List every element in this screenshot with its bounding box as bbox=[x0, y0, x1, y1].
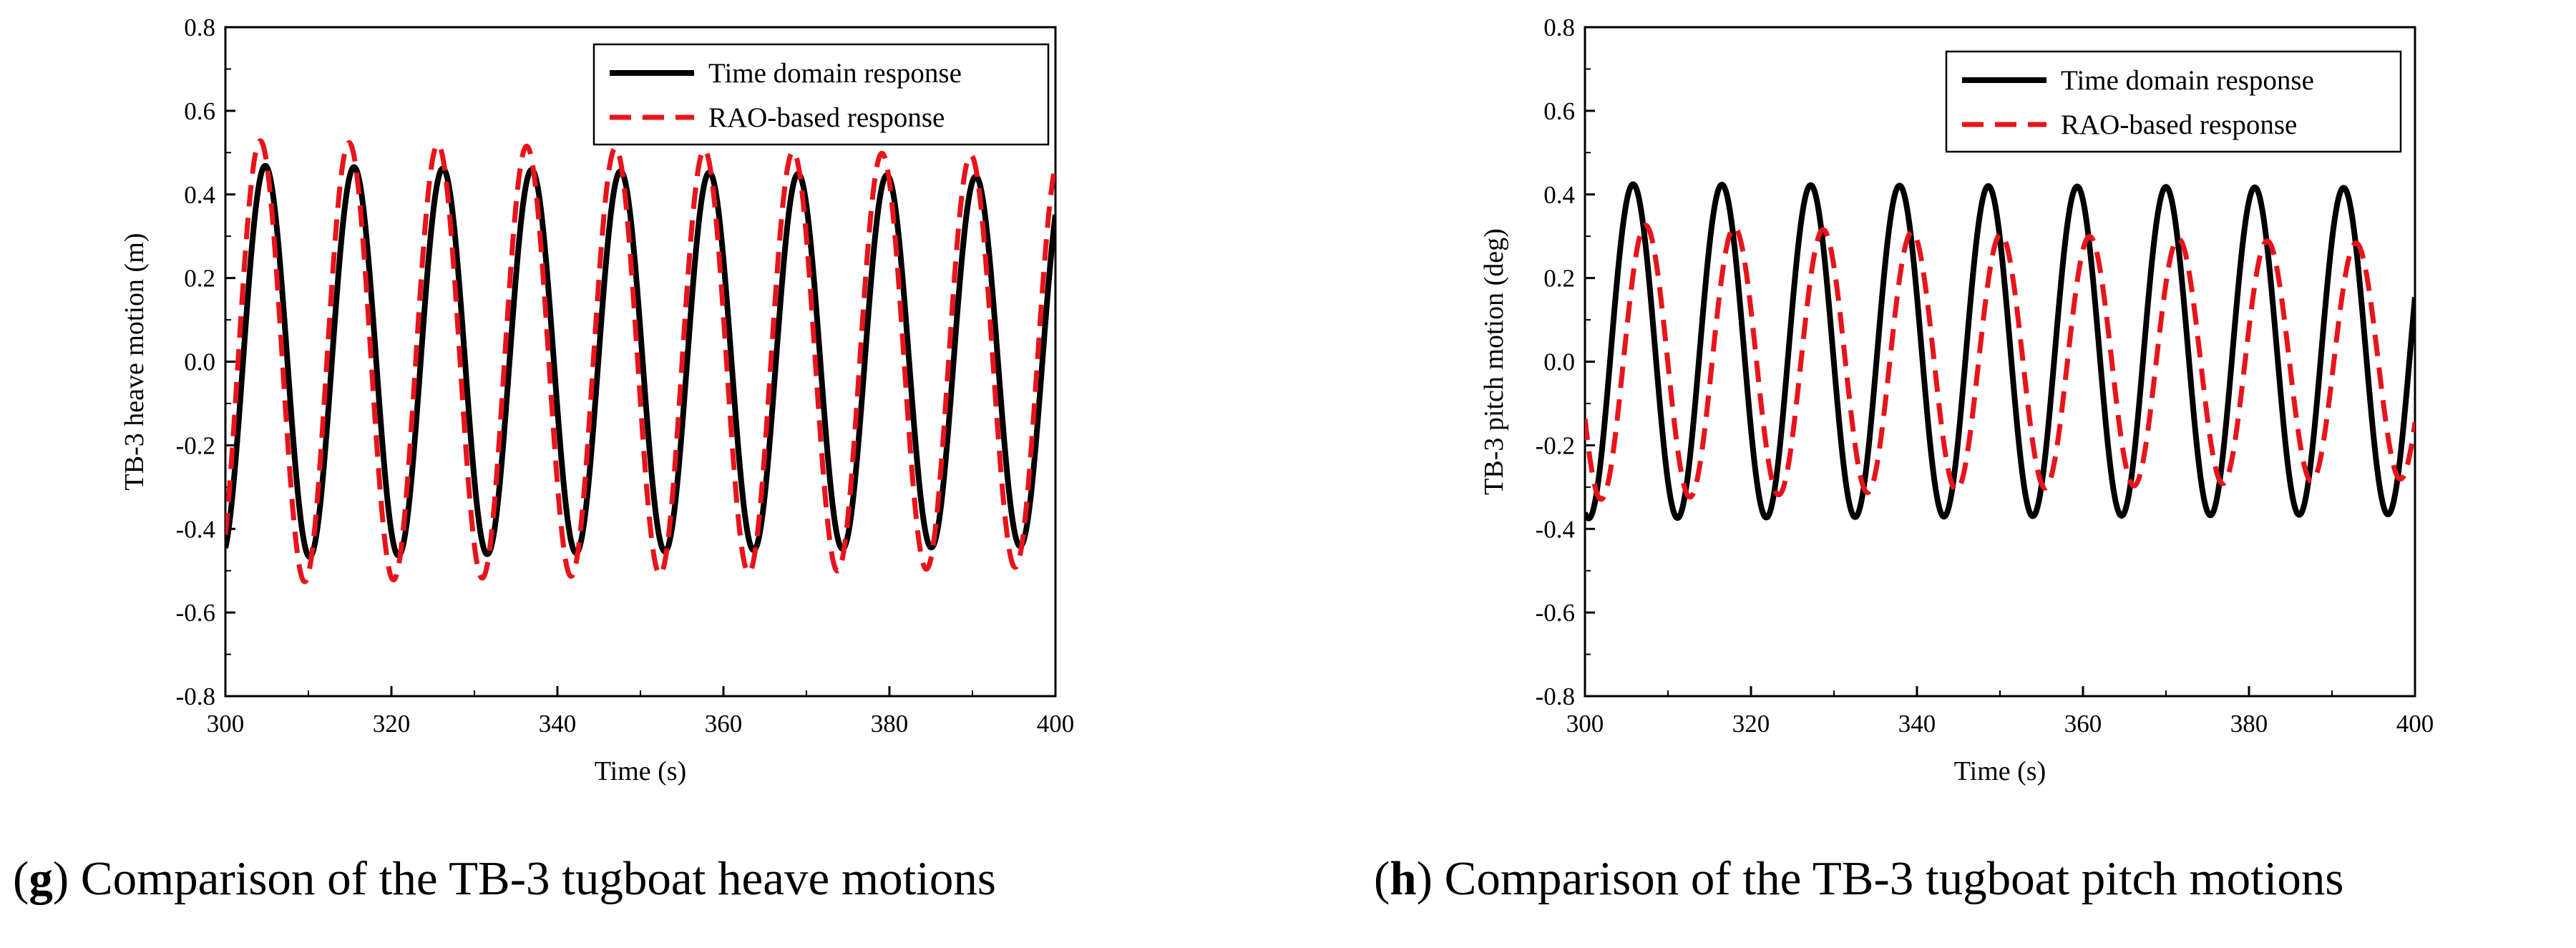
heave-y-tick-label: -0.2 bbox=[176, 431, 215, 459]
pitch-series-rao-based-line bbox=[1585, 223, 2415, 502]
pitch-y-tick-label: -0.4 bbox=[1536, 515, 1575, 543]
heave-y-axis-title: TB-3 heave motion (m) bbox=[119, 233, 150, 491]
pitch-x-tick-label: 360 bbox=[2064, 710, 2102, 738]
caption-heave: (g) Comparison of the TB-3 tugboat heave… bbox=[13, 852, 996, 905]
pitch-x-tick-label: 340 bbox=[1898, 710, 1936, 738]
heave-x-tick-label: 300 bbox=[207, 710, 245, 738]
pitch-chart: 300 320 340 360 380 400 -0.8 -0.6 -0.4 -0.2 0.0 0.2… bbox=[1479, 14, 2434, 786]
heave-x-axis-title: Time (s) bbox=[595, 756, 686, 786]
pitch-x-tick-label: 300 bbox=[1566, 710, 1604, 738]
pitch-series-time-domain-line bbox=[1585, 181, 2415, 522]
pitch-y-tick-label: 0.4 bbox=[1543, 181, 1575, 209]
heave-legend-label: RAO-based response bbox=[708, 102, 945, 133]
pitch-x-tick-label: 380 bbox=[2230, 710, 2268, 738]
heave-y-tick-label: 0.4 bbox=[184, 181, 215, 209]
heave-series-time-domain-line bbox=[225, 162, 1055, 560]
caption-heave-letter: g bbox=[29, 852, 53, 905]
pitch-y-tick-label: 0.0 bbox=[1543, 348, 1575, 376]
heave-x-tick-label: 320 bbox=[373, 710, 411, 738]
pitch-y-tick-label: 0.6 bbox=[1543, 97, 1575, 125]
caption-pitch: (h) Comparison of the TB-3 tugboat pitch… bbox=[1374, 852, 2344, 905]
heave-x-tick-label: 340 bbox=[539, 710, 577, 738]
heave-x-tick-label: 380 bbox=[871, 710, 909, 738]
pitch-legend-label: RAO-based response bbox=[2061, 109, 2297, 140]
pitch-y-axis-title: TB-3 pitch motion (deg) bbox=[1479, 228, 1509, 495]
heave-y-tick-label: -0.6 bbox=[176, 599, 215, 627]
caption-pitch-text: Comparison of the TB-3 tugboat pitch mot… bbox=[1432, 852, 2344, 905]
heave-legend-box bbox=[592, 43, 1050, 146]
pitch-y-tick-label: 0.2 bbox=[1543, 265, 1575, 293]
heave-y-tick-label: -0.4 bbox=[176, 515, 215, 543]
pitch-legend-label: Time domain response bbox=[2061, 65, 2314, 96]
heave-x-tick-label: 360 bbox=[705, 710, 743, 738]
pitch-y-tick-label: -0.6 bbox=[1536, 599, 1575, 627]
heave-series-rao-based-line bbox=[225, 138, 1055, 585]
heave-x-tick-label: 400 bbox=[1037, 710, 1075, 738]
pitch-x-axis-title: Time (s) bbox=[1954, 756, 2046, 786]
caption-heave-text: Comparison of the TB-3 tugboat heave mot… bbox=[69, 852, 996, 905]
heave-y-tick-label: 0.6 bbox=[184, 97, 215, 125]
heave-y-tick-label: 0.0 bbox=[184, 348, 215, 376]
heave-chart: 300 320 340 360 380 400 -0.8 -0.6 -0.4 -0.2 0.0 0.2… bbox=[119, 14, 1074, 786]
heave-y-tick-label: -0.8 bbox=[176, 683, 215, 710]
pitch-y-tick-label: -0.8 bbox=[1536, 683, 1575, 710]
pitch-y-tick-label: -0.2 bbox=[1536, 431, 1575, 459]
pitch-x-tick-label: 320 bbox=[1732, 710, 1770, 738]
heave-legend-label: Time domain response bbox=[708, 58, 962, 89]
pitch-y-tick-label: 0.8 bbox=[1543, 14, 1575, 41]
heave-y-tick-label: 0.2 bbox=[184, 265, 215, 293]
pitch-legend-box bbox=[1945, 50, 2402, 153]
caption-pitch-letter: h bbox=[1390, 852, 1417, 905]
heave-y-tick-label: 0.8 bbox=[184, 14, 215, 41]
pitch-x-tick-label: 400 bbox=[2396, 710, 2434, 738]
